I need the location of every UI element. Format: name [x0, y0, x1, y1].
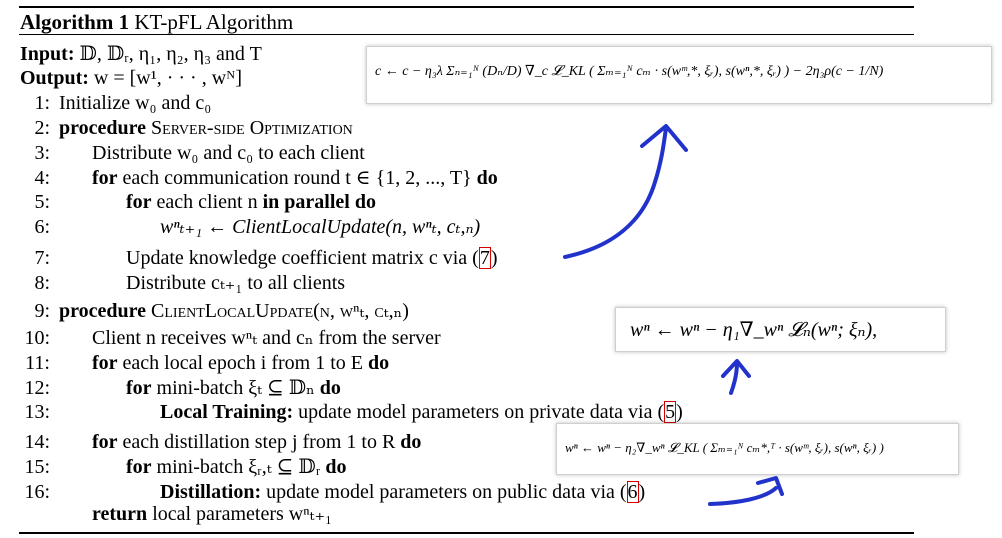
input-label: Input: [20, 43, 75, 65]
pen-arrow-to-c-update [563, 126, 668, 259]
line-text: each client n [156, 191, 258, 213]
line-number: 11: [25, 352, 50, 374]
algorithm-line-3: Distribute w₀ and c₀ to each client [92, 142, 365, 164]
title-rule [19, 34, 914, 35]
line-number: 9: [34, 300, 50, 322]
keyword: do [368, 352, 390, 374]
algorithm-title: Algorithm 1 KT-pFL Algorithm [20, 10, 293, 35]
line-number: 1: [34, 92, 50, 114]
equation-c-update: c ← c − η₃λ Σₙ₌₁ᴺ (Dₙ/D) ∇_c 𝓛_KL ( Σₘ₌₁… [375, 64, 884, 79]
procedure-name: Server-side Optimization [151, 117, 353, 139]
equation-ref-6[interactable]: 6 [626, 481, 639, 503]
equation-box-c-update: c ← c − η₃λ Σₙ₌₁ᴺ (Dₙ/D) ∇_c 𝓛_KL ( Σₘ₌₁… [366, 46, 992, 104]
pen-arrow-to-local-training [729, 361, 739, 395]
keyword: for [126, 377, 152, 399]
algorithm-line-13: Local Training: update model parameters … [160, 400, 683, 424]
keyword: for [126, 191, 152, 213]
keyword: for [92, 167, 118, 189]
line-text: each local epoch i from 1 to E [122, 352, 364, 374]
output-value: w = [w¹, · · · , wᴺ] [93, 67, 243, 89]
keyword: Distillation: [160, 481, 262, 503]
equation-box-distillation: wⁿ ← wⁿ − η₂∇_wⁿ 𝓛_KL ( Σₘ₌₁ᴺ cₘ*,ᵀ · s(… [556, 423, 959, 475]
equation-ref-5[interactable]: 5 [664, 401, 677, 423]
algorithm-label: Algorithm 1 [20, 10, 130, 34]
keyword: return [92, 503, 148, 525]
pen-arrowhead-distillation [756, 476, 784, 496]
line-number: 3: [34, 142, 50, 164]
keyword: do [325, 456, 347, 478]
close-paren: ) [676, 401, 683, 423]
line-number: 7: [34, 247, 50, 269]
procedure-name: ClientLocalUpdate(n, wⁿₜ, cₜ,ₙ) [151, 300, 409, 322]
keyword: do [319, 377, 341, 399]
algorithm-name: KT-pFL Algorithm [134, 10, 294, 34]
line-number: 16: [24, 481, 50, 503]
line-text: each distillation step j from 1 to R [122, 431, 396, 453]
keyword: for [92, 352, 118, 374]
bottom-rule [19, 532, 914, 534]
algorithm-line-15: for mini-batch ξᵣ,ₜ ⊆ 𝔻ᵣ do [126, 455, 346, 479]
equation-box-local-training: wⁿ ← wⁿ − η₁∇_wⁿ 𝓛ₙ(wⁿ; ξₙ), [615, 307, 946, 352]
algorithm-line-9: procedure ClientLocalUpdate(n, wⁿₜ, cₜ,ₙ… [59, 299, 409, 323]
keyword: procedure [59, 117, 147, 139]
line-number: 13: [24, 401, 50, 423]
algorithm-line-6: wⁿₜ₊₁ ← ClientLocalUpdate(n, wⁿₜ, cₜ,ₙ) [160, 216, 481, 238]
line-number: 15: [24, 456, 50, 478]
line-number: 10: [24, 327, 50, 349]
keyword: Local Training: [160, 401, 294, 423]
pen-arrow-to-distillation [708, 486, 778, 506]
algorithm-line-2: procedure Server-side Optimization [59, 116, 353, 140]
line-number: 12: [24, 377, 50, 399]
keyword: procedure [59, 300, 147, 322]
line-text: mini-batch ξᵣ,ₜ ⊆ 𝔻ᵣ [156, 456, 321, 478]
keyword: do [476, 167, 498, 189]
line-text: each communication round t ∈ {1, 2, ...,… [122, 167, 472, 189]
line-number: 8: [34, 272, 50, 294]
equation-local-training: wⁿ ← wⁿ − η₁∇_wⁿ 𝓛ₙ(wⁿ; ξₙ), [630, 319, 878, 341]
input-line: Input: 𝔻, 𝔻ᵣ, η₁, η₂, η₃ and T [20, 42, 262, 66]
algorithm-line-10: Client n receives wⁿₜ and cₙ from the se… [92, 327, 441, 349]
line-number: 2: [34, 117, 50, 139]
algorithm-line-12: for mini-batch ξₜ ⊆ 𝔻ₙ do [126, 376, 341, 400]
algorithm-line-5: for each client n in parallel do [126, 190, 376, 214]
top-rule [19, 6, 914, 8]
line-number: 5: [34, 191, 50, 213]
equation-ref-7[interactable]: 7 [478, 247, 491, 269]
line-text: mini-batch ξₜ ⊆ 𝔻ₙ [156, 377, 315, 399]
line-text: update model parameters on public data v… [266, 481, 627, 503]
line-text: Update knowledge coefficient matrix c vi… [126, 247, 479, 269]
output-label: Output: [20, 67, 89, 89]
line-text: update model parameters on private data … [298, 401, 665, 423]
algorithm-line-16: Distillation: update model parameters on… [160, 480, 645, 504]
pen-arrowhead-local-training [721, 359, 751, 378]
algorithm-line-4: for each communication round t ∈ {1, 2, … [92, 166, 498, 190]
algorithm-line-7: Update knowledge coefficient matrix c vi… [126, 246, 498, 270]
line-number: 14: [24, 431, 50, 453]
algorithm-line-8: Distribute cₜ₊₁ to all clients [126, 272, 346, 294]
algorithm-line-14: for each distillation step j from 1 to R… [92, 430, 421, 454]
line-text: local parameters wⁿₜ₊₁ [152, 503, 332, 525]
keyword: in parallel do [262, 191, 376, 213]
algorithm-return-line: return local parameters wⁿₜ₊₁ [92, 502, 332, 526]
keyword: for [92, 431, 118, 453]
pen-arrowhead-c-update [640, 124, 688, 152]
algorithm-line-1: Initialize w₀ and c₀ [59, 92, 212, 114]
close-paren: ) [638, 481, 646, 503]
line-number: 4: [34, 167, 50, 189]
input-value: 𝔻, 𝔻ᵣ, η₁, η₂, η₃ and T [79, 43, 262, 65]
line-number: 6: [34, 216, 50, 238]
equation-distillation: wⁿ ← wⁿ − η₂∇_wⁿ 𝓛_KL ( Σₘ₌₁ᴺ cₘ*,ᵀ · s(… [565, 440, 884, 455]
output-line: Output: w = [w¹, · · · , wᴺ] [20, 66, 242, 90]
keyword: do [400, 431, 422, 453]
algorithm-line-11: for each local epoch i from 1 to E do [92, 351, 389, 375]
close-paren: ) [490, 247, 498, 269]
keyword: for [126, 456, 152, 478]
